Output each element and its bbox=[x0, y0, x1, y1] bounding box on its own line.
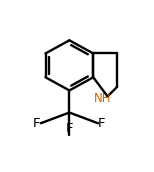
Text: NH: NH bbox=[93, 92, 111, 105]
Text: F: F bbox=[66, 122, 73, 135]
Text: F: F bbox=[98, 117, 105, 130]
Text: F: F bbox=[33, 117, 41, 130]
